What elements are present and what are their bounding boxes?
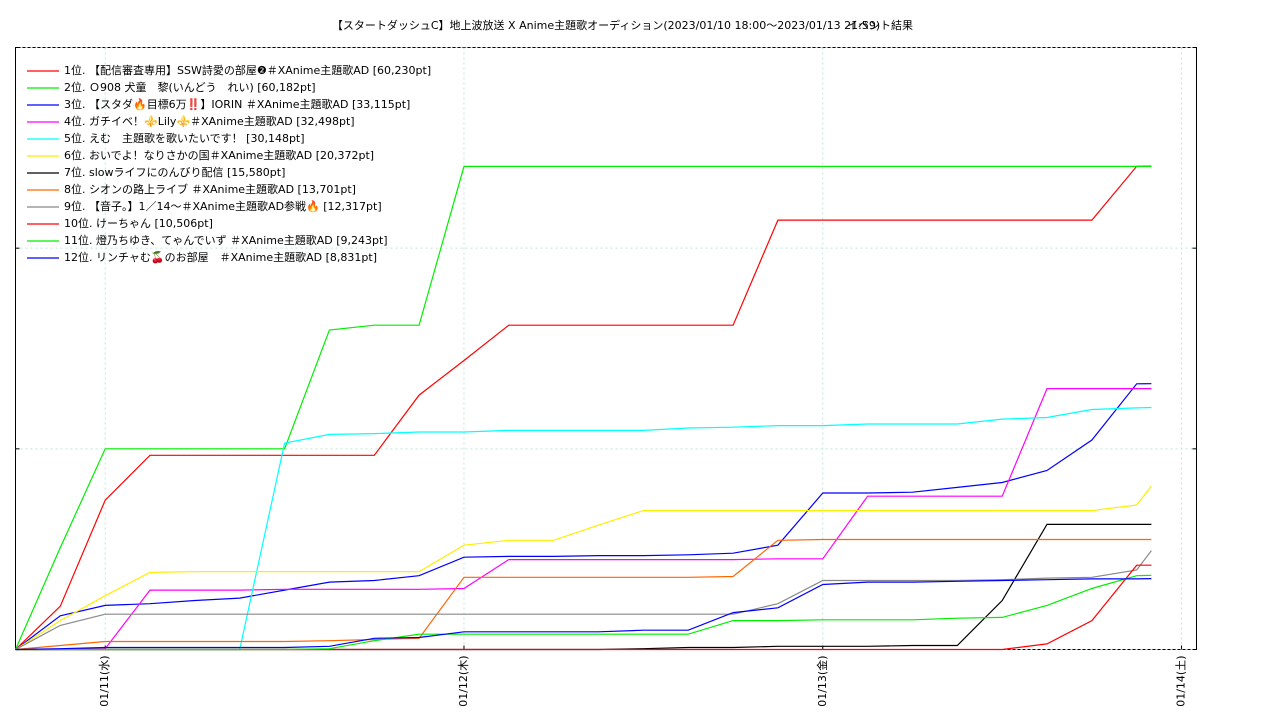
legend-label: 9位. 【音子。】1／14〜＃XAnime主題歌AD参戦🔥 [12,317pt] [64,199,382,213]
x-tick-label: 01/13(金) [815,656,829,707]
series-line [15,550,1152,651]
series-line [15,538,1152,651]
legend-label: 4位. ガチイベ！⚜️Lily⚜️＃XAnime主題歌AD [32,498pt] [64,114,355,128]
x-tick-label: 01/12(木) [457,656,470,707]
series-line [15,578,1152,651]
x-tick-label: 01/14(土) [1175,656,1188,707]
legend-label: 6位. おいでよ！なりさかの国＃XAnime主題歌AD [20,372pt] [64,148,374,162]
legend-label: 2位. Ｏ908 犬童 黎(いんどう れい) [60,182pt] [64,80,316,94]
legend-label: 10位. けーちゃん [10,506pt] [64,216,213,230]
series-line [15,406,1152,651]
legend-label: 5位. えむ 主題歌を歌いたいです！ [30,148pt] [64,131,305,145]
series-line [15,388,1152,651]
legend-label: 1位. 【配信審査専用】SSW詩愛の部屋❷＃XAnime主題歌AD [60,23… [64,63,431,77]
series-line [14,165,1152,650]
legend-label: 7位. slowライフにのんびり配信 [15,580pt] [64,165,285,179]
series-line [15,523,1152,651]
series-line [15,574,1152,651]
legend-label: 3位. 【スタダ🔥目標6万‼️】IORIN ＃XAnime主題歌AD [33,1… [64,97,410,111]
series-line [15,383,1152,650]
series-line [15,485,1152,651]
legend-label: 12位. リンチャむ🍒のお部屋 ＃XAnime主題歌AD [8,831pt] [64,250,377,264]
legend-label: 8位. シオンの路上ライブ ＃XAnime主題歌AD [13,701pt] [64,182,356,196]
legend-label: 11位. 燈乃ちゆき、てゃんでいず ＃XAnime主題歌AD [9,243pt] [64,233,388,247]
chart-subtitle: イベント結果 [847,18,913,32]
x-tick-label: 01/11(水) [98,656,111,707]
series-line [15,165,1152,650]
chart-title: 【スタートダッシュC】地上波放送 X Anime主題歌オーディション(2023/… [332,18,880,32]
